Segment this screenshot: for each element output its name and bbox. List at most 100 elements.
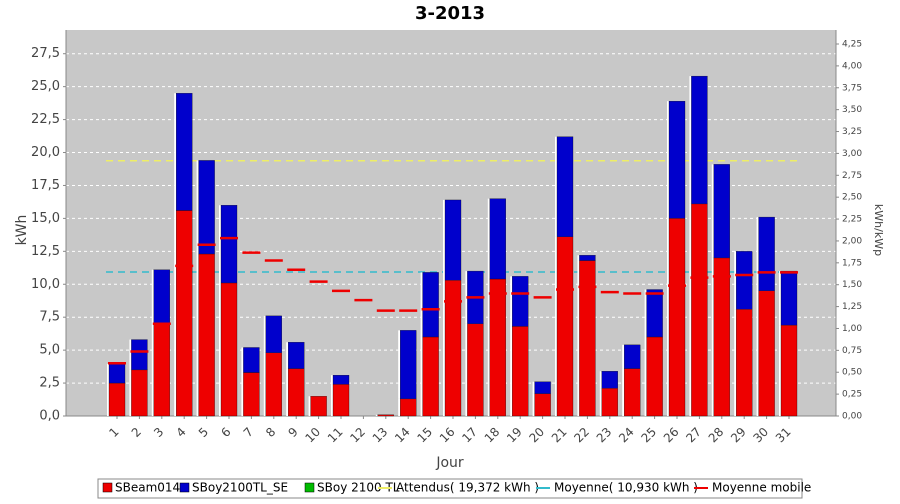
- x-tick-label: 12: [347, 425, 368, 446]
- bar-segment: [691, 203, 708, 417]
- bar-segment: [556, 236, 574, 417]
- y-tick-label: 0,0: [39, 409, 60, 424]
- x-tick-label: 8: [263, 425, 278, 440]
- y2-tick-label: 4,25: [842, 40, 862, 50]
- bar-segment: [713, 164, 730, 259]
- legend-label: Moyenne mobile: [712, 481, 811, 495]
- x-tick-label: 23: [594, 425, 615, 446]
- bar-segment: [758, 290, 775, 417]
- bar-segment: [422, 272, 439, 338]
- chart-title: 3-2013: [415, 3, 485, 24]
- y2-tick-label: 2,25: [842, 215, 862, 225]
- bar-segment: [288, 342, 305, 369]
- y-tick-label: 22,5: [31, 112, 60, 127]
- bar-segment: [288, 368, 305, 417]
- bar-segment: [422, 336, 439, 417]
- y2-tick-label: 0,75: [842, 346, 862, 356]
- legend-label: Moyenne( 10,930 kWh ): [554, 481, 698, 495]
- bar-segment: [176, 93, 193, 211]
- bar-segment: [332, 384, 350, 417]
- x-tick-label: 14: [392, 425, 413, 446]
- y-tick-label: 15,0: [31, 211, 60, 226]
- bar-segment: [668, 218, 686, 417]
- x-tick-label: 20: [526, 425, 547, 446]
- bar-segment: [534, 393, 551, 417]
- y2-tick-label: 3,25: [842, 127, 862, 137]
- x-axis-label: Jour: [435, 455, 464, 471]
- y-tick-label: 7,5: [39, 310, 60, 325]
- y2-tick-label: 3,00: [842, 149, 862, 159]
- y2-tick-label: 2,00: [842, 236, 862, 246]
- legend-swatch: [102, 482, 113, 493]
- bar-segment: [624, 344, 641, 369]
- bar-segment: [220, 205, 238, 284]
- y2-tick-label: 0,00: [842, 412, 862, 422]
- x-tick-label: 18: [482, 425, 503, 446]
- bar-segment: [780, 270, 798, 326]
- x-tick-label: 15: [414, 425, 435, 446]
- bar-segment: [601, 388, 618, 417]
- x-tick-label: 26: [661, 425, 682, 446]
- x-tick-label: 11: [325, 425, 346, 446]
- bar-segment: [624, 368, 641, 417]
- bar-segment: [736, 251, 753, 310]
- bar-segment: [108, 382, 126, 417]
- legend-label: SBoy2100TL_SE: [192, 481, 288, 495]
- x-tick-label: 24: [616, 425, 637, 446]
- x-tick-label: 13: [370, 425, 391, 446]
- bar-segment: [691, 75, 708, 205]
- x-tick-label: 4: [173, 425, 188, 440]
- bar-segment: [400, 398, 417, 417]
- y-tick-label: 12,5: [31, 244, 60, 259]
- legend-swatch: [304, 482, 315, 493]
- bar-segment: [198, 160, 215, 255]
- y2-tick-label: 4,00: [842, 61, 862, 71]
- bar-segment: [646, 289, 663, 338]
- x-tick-label: 29: [728, 425, 749, 446]
- y2-tick-label: 1,75: [842, 258, 862, 268]
- bar-segment: [332, 375, 350, 385]
- y2-tick-label: 2,50: [842, 193, 862, 203]
- x-tick-label: 5: [196, 425, 211, 440]
- x-tick-label: 22: [571, 425, 592, 446]
- y-axis-label: kWh: [14, 215, 30, 246]
- bar-segment: [736, 309, 753, 417]
- bar-segment: [668, 100, 686, 219]
- x-tick-label: 21: [549, 425, 570, 446]
- x-tick-label: 3: [151, 425, 166, 440]
- x-tick-label: 10: [302, 425, 323, 446]
- bar-segment: [265, 315, 282, 353]
- bar-segment: [780, 324, 798, 417]
- bar-segment: [512, 276, 529, 327]
- bar-segment: [377, 414, 394, 417]
- bar-segment: [108, 363, 126, 384]
- bar-segment: [646, 336, 663, 417]
- y-tick-label: 20,0: [31, 145, 60, 160]
- y2-tick-label: 3,75: [842, 83, 862, 93]
- x-tick-label: 9: [285, 425, 300, 440]
- legend-label: SBoy 2100 TL: [317, 481, 400, 495]
- x-tick-label: 7: [241, 425, 256, 440]
- bar-segment: [512, 326, 529, 417]
- legend: [97, 478, 803, 499]
- bar-segment: [198, 253, 215, 417]
- x-tick-label: 17: [459, 425, 480, 446]
- x-tick-label: 2: [129, 425, 144, 440]
- y-tick-label: 5,0: [39, 343, 60, 358]
- y-tick-label: 27,5: [31, 46, 60, 61]
- bar-segment: [579, 255, 596, 261]
- legend-label: SBeam014: [115, 481, 180, 495]
- x-tick-label: 31: [773, 425, 794, 446]
- bar-segment: [579, 260, 596, 417]
- y2-tick-label: 2,75: [842, 171, 862, 181]
- bar-segment: [534, 381, 551, 394]
- x-tick-label: 6: [218, 425, 233, 440]
- y2-tick-label: 3,50: [842, 105, 862, 115]
- x-tick-label: 27: [683, 425, 704, 446]
- bar-segment: [601, 371, 618, 389]
- bar-segment: [758, 216, 775, 291]
- y2-tick-label: 1,50: [842, 280, 862, 290]
- y-tick-label: 25,0: [31, 79, 60, 94]
- y-tick-label: 10,0: [31, 277, 60, 292]
